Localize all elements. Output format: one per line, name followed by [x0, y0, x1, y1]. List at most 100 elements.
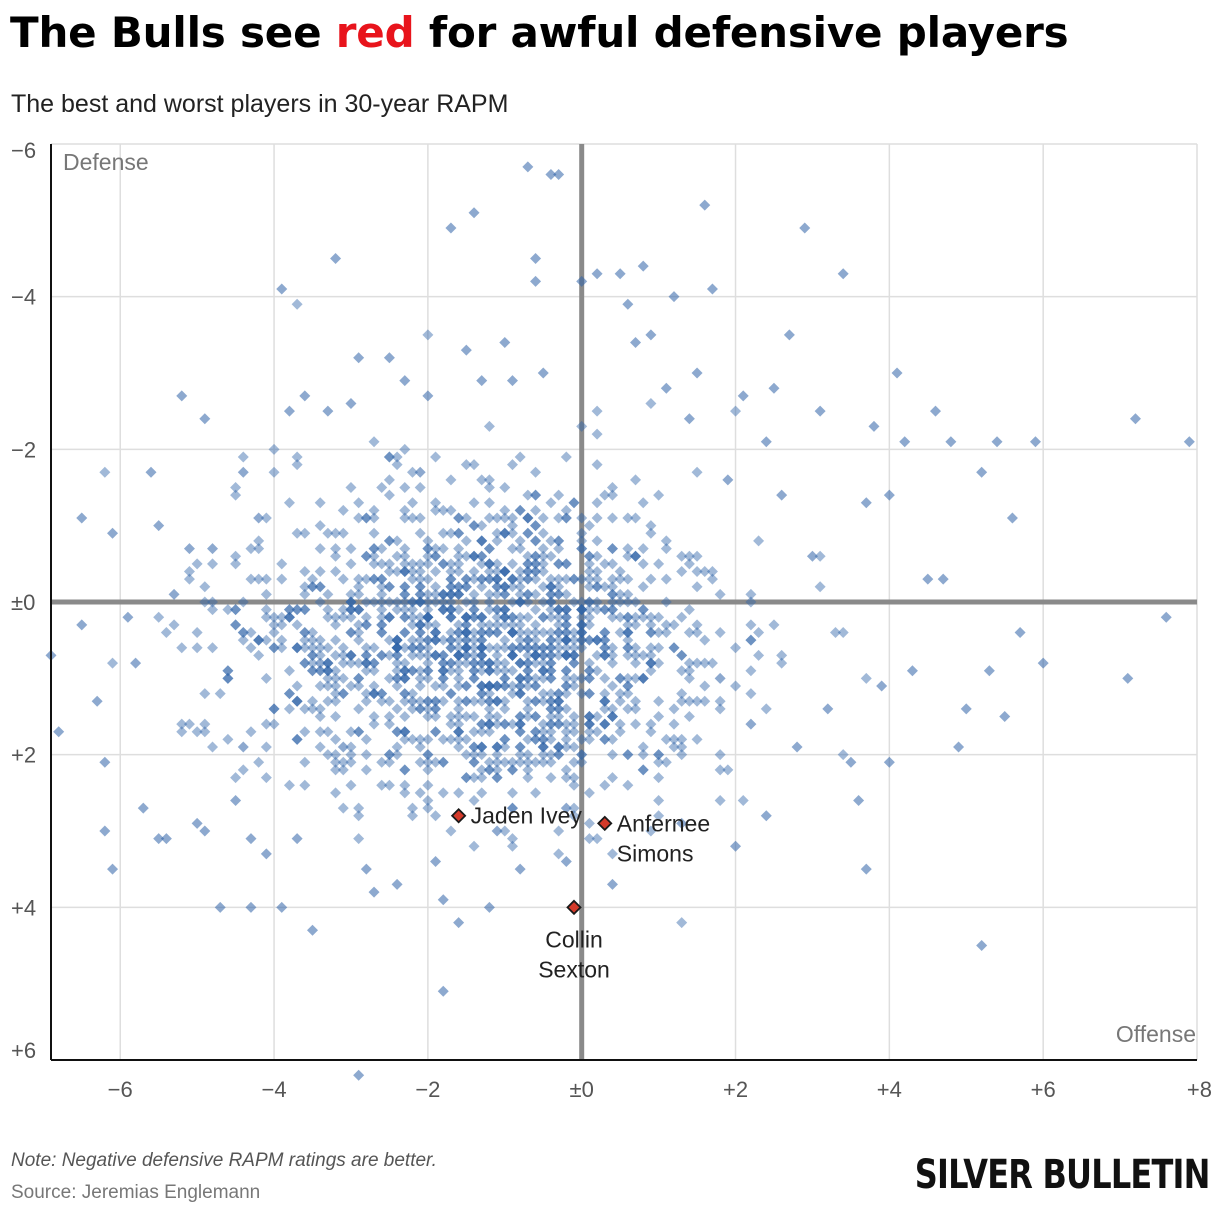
- data-point: [253, 634, 265, 646]
- data-point: [483, 657, 495, 669]
- data-point: [460, 772, 472, 784]
- data-point: [414, 596, 426, 608]
- data-point: [545, 703, 557, 715]
- data-point: [337, 573, 349, 585]
- data-point: [483, 665, 495, 677]
- data-point: [553, 718, 565, 730]
- data-point: [568, 711, 580, 722]
- data-point: [337, 741, 349, 753]
- data-point: [583, 718, 595, 730]
- data-point: [514, 711, 526, 722]
- data-point: [530, 634, 542, 646]
- data-point: [568, 718, 580, 730]
- data-point: [368, 688, 380, 700]
- data-point: [491, 741, 503, 753]
- data-point: [437, 787, 449, 799]
- data-point: [199, 718, 211, 730]
- data-point: [606, 680, 618, 692]
- data-point: [468, 665, 480, 677]
- data-point: [506, 619, 518, 631]
- data-point: [453, 604, 465, 616]
- data-point: [537, 672, 549, 684]
- data-point: [506, 627, 518, 639]
- data-point: [745, 688, 757, 700]
- data-point: [599, 672, 611, 684]
- data-point: [537, 611, 549, 623]
- data-point: [383, 756, 395, 768]
- data-point: [537, 512, 549, 524]
- data-point: [391, 642, 403, 654]
- data-point: [230, 489, 242, 501]
- data-point: [437, 504, 449, 516]
- data-point: [637, 741, 649, 753]
- data-point: [522, 558, 534, 570]
- data-point: [491, 741, 503, 753]
- data-point: [499, 604, 511, 616]
- data-point: [207, 596, 219, 608]
- data-point: [483, 543, 495, 555]
- data-point: [583, 672, 595, 684]
- data-point: [199, 726, 211, 738]
- data-point: [391, 596, 403, 608]
- data-point: [499, 611, 511, 623]
- data-point: [360, 695, 372, 707]
- data-point: [445, 527, 457, 539]
- data-point: [414, 527, 426, 539]
- data-point: [399, 550, 411, 562]
- data-point: [560, 680, 572, 692]
- data-point: [622, 596, 634, 608]
- data-point: [476, 688, 488, 700]
- data-point: [460, 581, 472, 593]
- data-point: [376, 588, 388, 600]
- highlight-point: [450, 807, 467, 824]
- data-point: [568, 497, 580, 509]
- data-point: [514, 596, 526, 608]
- data-point: [445, 642, 457, 654]
- data-point: [537, 733, 549, 745]
- data-point: [291, 642, 303, 654]
- data-point: [460, 627, 472, 639]
- data-point: [591, 581, 603, 593]
- data-point: [753, 649, 765, 661]
- data-point: [345, 649, 357, 661]
- data-point: [514, 588, 526, 600]
- data-point: [583, 611, 595, 623]
- data-point: [530, 520, 542, 532]
- data-point: [537, 657, 549, 669]
- data-point: [476, 634, 488, 646]
- data-point: [1006, 512, 1018, 524]
- data-point: [437, 680, 449, 692]
- data-point: [383, 558, 395, 570]
- data-point: [483, 512, 495, 524]
- data-point: [537, 543, 549, 555]
- data-point: [576, 672, 588, 684]
- data-point: [560, 504, 572, 516]
- data-point: [322, 665, 334, 677]
- data-point: [522, 634, 534, 646]
- data-point: [137, 802, 149, 814]
- data-point: [268, 611, 280, 623]
- data-point: [445, 504, 457, 516]
- data-point: [576, 512, 588, 524]
- data-point: [260, 588, 272, 600]
- data-point: [430, 634, 442, 646]
- data-point: [583, 634, 595, 646]
- data-point: [422, 588, 434, 600]
- data-point: [360, 611, 372, 623]
- data-point: [599, 649, 611, 661]
- data-point: [453, 649, 465, 661]
- data-point: [522, 657, 534, 669]
- data-point: [568, 756, 580, 768]
- data-point: [645, 718, 657, 730]
- data-point: [168, 619, 180, 631]
- data-point: [622, 619, 634, 631]
- data-point: [445, 222, 457, 234]
- data-point: [860, 672, 872, 684]
- data-point: [422, 695, 434, 707]
- data-point: [499, 604, 511, 616]
- data-point: [399, 779, 411, 791]
- data-point: [560, 733, 572, 745]
- data-point: [537, 627, 549, 639]
- data-point: [291, 680, 303, 692]
- data-point: [499, 581, 511, 593]
